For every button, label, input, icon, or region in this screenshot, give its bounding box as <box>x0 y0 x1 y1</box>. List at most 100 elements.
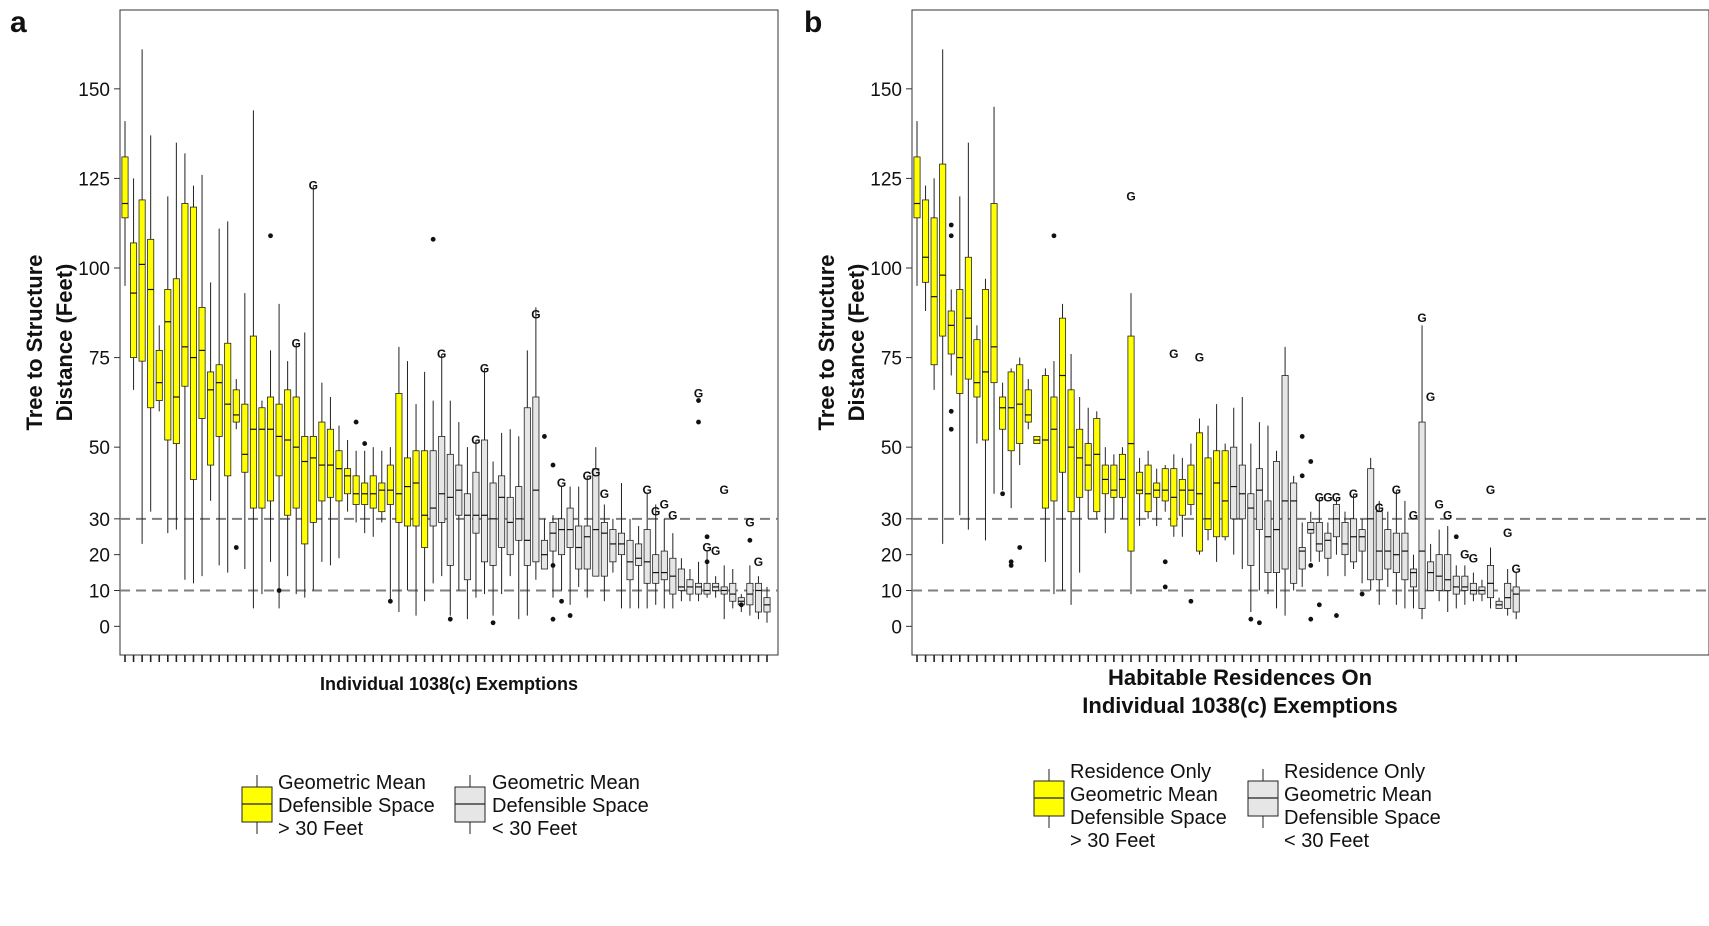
box <box>1341 522 1349 556</box>
outlier-point <box>1162 584 1168 590</box>
outlier-point <box>948 233 954 239</box>
box <box>1204 457 1212 530</box>
box <box>1350 518 1358 563</box>
box-11 <box>999 382 1007 497</box>
legend-label: Geometric Mean <box>1284 784 1432 806</box>
geometric-mean-marker: G <box>1443 508 1452 522</box>
box <box>660 550 668 581</box>
box <box>463 493 471 581</box>
box <box>138 199 146 362</box>
box-25 <box>326 397 334 566</box>
box-67 <box>1478 579 1486 602</box>
box <box>515 486 523 541</box>
box-49: G <box>1323 490 1333 577</box>
legend-label: Geometric Mean <box>278 772 426 794</box>
box-38 <box>1230 407 1238 555</box>
box-7 <box>964 142 972 530</box>
box <box>1512 586 1520 613</box>
geometric-mean-marker: G <box>651 505 660 519</box>
box-12 <box>1007 368 1015 568</box>
box-42: G <box>471 433 481 598</box>
box-21 <box>1084 407 1092 519</box>
box-68: G <box>1486 483 1495 609</box>
y-axis-title: Tree to Structure <box>814 254 839 430</box>
box-58 <box>1401 500 1409 609</box>
box <box>164 289 172 441</box>
outlier-point <box>704 559 710 565</box>
box-3 <box>930 178 938 390</box>
geometric-mean-marker: G <box>471 433 480 447</box>
box <box>1161 468 1169 502</box>
box-32 <box>1178 457 1186 537</box>
box <box>1238 464 1246 520</box>
box-68: G <box>694 386 703 602</box>
box-2 <box>922 185 930 311</box>
box-43 <box>1273 450 1281 609</box>
outlier-point <box>738 602 744 608</box>
box <box>566 507 574 548</box>
box <box>421 450 429 548</box>
box-19 <box>1067 354 1075 605</box>
box-41 <box>1255 422 1263 626</box>
box-29 <box>361 441 369 534</box>
y-tick-label: 20 <box>881 546 902 567</box>
outlier-point <box>550 616 556 622</box>
box <box>956 289 964 394</box>
panel-b: b 0 10 20 30 50 75 100 125 150 Tree to Structure Di… <box>804 6 1709 852</box>
box-1 <box>913 121 921 286</box>
box <box>498 475 506 548</box>
box <box>695 582 703 595</box>
legend-label: Residence Only <box>1284 761 1425 783</box>
box-15 <box>241 293 249 569</box>
box <box>1144 464 1152 513</box>
box-21: G <box>292 336 301 595</box>
box-66: G <box>1469 551 1478 602</box>
box-48 <box>523 350 531 616</box>
y-axis-title: Distance (Feet) <box>52 264 77 422</box>
box <box>947 310 955 355</box>
y-tick-label: 75 <box>89 349 110 370</box>
box-63: G <box>1443 508 1452 612</box>
box-30 <box>1161 465 1169 590</box>
y-tick-label: 50 <box>89 438 110 459</box>
box-64: G <box>660 498 669 609</box>
box-44 <box>489 461 497 626</box>
box-26 <box>335 425 343 559</box>
box-28 <box>352 419 360 523</box>
box-59 <box>617 483 625 609</box>
outlier-point <box>430 236 436 242</box>
y-tick-label: 125 <box>78 169 110 190</box>
box-39 <box>446 400 454 622</box>
box <box>1307 522 1315 534</box>
box <box>1067 389 1075 513</box>
legend-label: > 30 Feet <box>278 818 364 840</box>
outlier-point <box>387 598 393 604</box>
geometric-mean-marker: G <box>694 386 703 400</box>
y-tick-label: 10 <box>881 582 902 603</box>
box-67 <box>686 569 694 602</box>
geometric-mean-marker: G <box>591 465 600 479</box>
outlier-point <box>747 537 753 543</box>
box <box>558 518 566 556</box>
geometric-mean-marker: G <box>720 483 729 497</box>
box-47 <box>1307 459 1315 622</box>
box-38: G <box>437 347 446 577</box>
outlier-point <box>1299 434 1305 439</box>
box <box>284 389 292 516</box>
box <box>600 522 608 577</box>
geometric-mean-marker: G <box>1169 347 1178 361</box>
box-18 <box>1059 303 1067 591</box>
box <box>189 206 197 480</box>
box-8 <box>181 153 189 580</box>
box <box>198 307 206 419</box>
geometric-mean-marker: G <box>1375 501 1384 515</box>
box-59: G <box>1409 508 1418 609</box>
outlier-point <box>1162 559 1168 565</box>
box <box>446 453 454 566</box>
box <box>1367 468 1375 581</box>
x-axis-title: Individual 1038(c) Exemptions <box>1082 693 1397 718</box>
box <box>224 342 232 477</box>
box <box>939 163 947 337</box>
box <box>1059 317 1067 473</box>
